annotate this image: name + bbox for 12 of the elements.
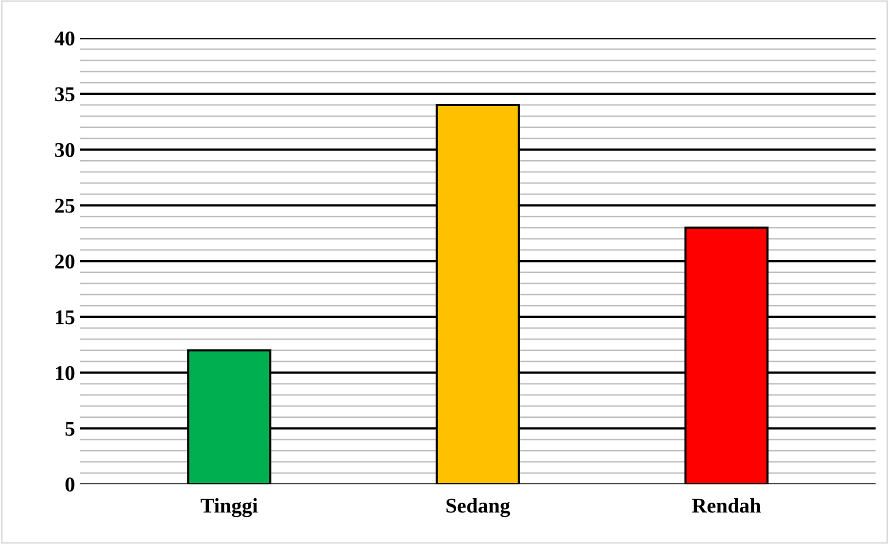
- x-tick-label: Tinggi: [200, 498, 258, 518]
- y-tick-label: 40: [54, 31, 74, 46]
- y-tick-label: 10: [56, 366, 74, 380]
- y-tick-label: 15: [56, 310, 74, 324]
- x-tick-label: Sedang: [446, 498, 510, 518]
- y-tick-label: 35: [55, 87, 74, 102]
- y-tick-label: 20: [55, 254, 74, 269]
- y-tick-label: 25: [55, 198, 74, 213]
- y-tick-label: 30: [55, 142, 74, 158]
- y-tick-label: 5: [66, 422, 74, 436]
- x-tick-label: Rendah: [692, 498, 761, 513]
- y-tick-label: 0: [66, 478, 74, 492]
